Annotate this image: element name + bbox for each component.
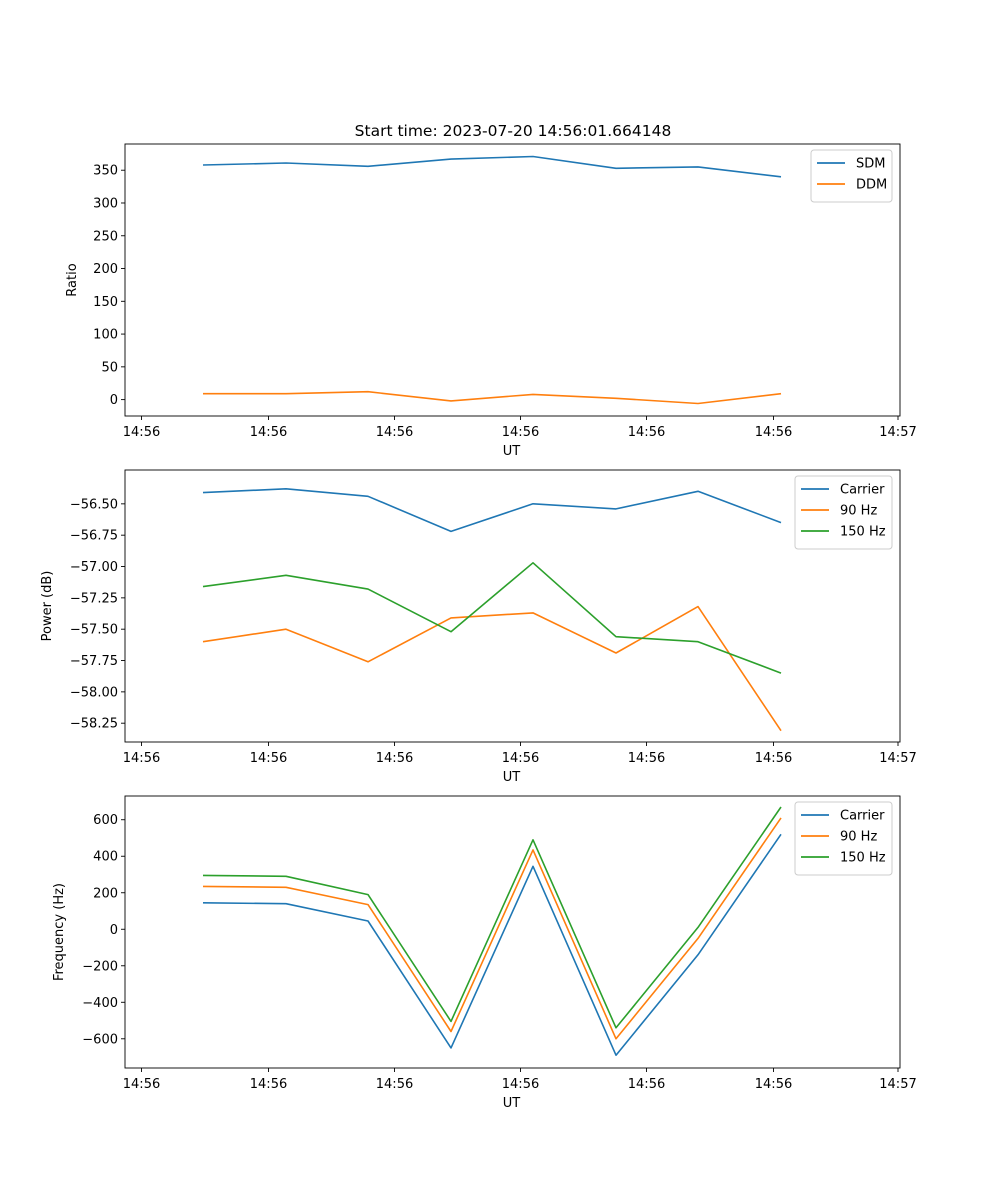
y-tick-label: −56.75 xyxy=(70,529,118,544)
y-tick-label: −56.50 xyxy=(70,497,118,512)
x-axis-label: UT xyxy=(503,770,521,785)
x-tick-label: 14:56 xyxy=(250,751,287,766)
x-tick-label: 14:56 xyxy=(628,425,665,440)
series-line-150-hz xyxy=(202,806,782,1029)
y-tick-label: −58.00 xyxy=(70,685,118,700)
x-tick-label: 14:56 xyxy=(250,425,287,440)
series-line-90-hz xyxy=(202,605,782,732)
y-axis-label: Frequency (Hz) xyxy=(52,883,67,981)
y-tick-label: 0 xyxy=(110,393,118,408)
x-tick-label: 14:56 xyxy=(502,1077,539,1092)
panel-2: −58.25 −58.00 −57.75 −57.50 −57.25 −57.00 −56.… xyxy=(40,469,917,785)
y-tick-label: −600 xyxy=(82,1032,118,1047)
panels: 0 50 100 150 200 250 300 350 14:56 14:56 14:56 14:5… xyxy=(40,143,917,1111)
y-tick-label: 350 xyxy=(93,164,118,179)
y-tick-label: 300 xyxy=(93,196,118,211)
y-tick-label: −400 xyxy=(82,996,118,1011)
legend: Carrier 90 Hz 150 Hz xyxy=(794,475,893,550)
x-tick-label: 14:56 xyxy=(376,1077,413,1092)
legend-label: 150 Hz xyxy=(840,525,886,540)
y-axis-label: Ratio xyxy=(65,263,80,296)
x-tick-label: 14:56 xyxy=(502,425,539,440)
x-tick-label: 14:56 xyxy=(755,751,792,766)
series-line-90-hz xyxy=(202,817,782,1040)
y-tick-label: −58.25 xyxy=(70,717,118,732)
legend-label: SDM xyxy=(856,157,885,172)
y-tick-label: 400 xyxy=(93,850,118,865)
y-tick-label: 100 xyxy=(93,328,118,343)
y-tick-label: 250 xyxy=(93,229,118,244)
x-tick-label: 14:56 xyxy=(376,425,413,440)
x-tick-label: 14:56 xyxy=(628,1077,665,1092)
legend: Carrier 90 Hz 150 Hz xyxy=(794,801,893,876)
series-line-carrier xyxy=(202,487,782,533)
x-tick-label: 14:56 xyxy=(123,751,160,766)
y-tick-label: 150 xyxy=(93,295,118,310)
legend-label: Carrier xyxy=(840,809,885,824)
x-tick-label: 14:56 xyxy=(250,1077,287,1092)
panel-3: −600 −400 −200 0 200 400 600 14:56 14:56 14:56 14:… xyxy=(52,795,917,1111)
series-line-ddm xyxy=(203,390,782,405)
legend: SDM DDM xyxy=(810,149,893,203)
y-tick-label: 200 xyxy=(93,886,118,901)
legend-label: 90 Hz xyxy=(840,504,877,519)
legend-label: 90 Hz xyxy=(840,830,877,845)
legend-label: 150 Hz xyxy=(840,851,886,866)
x-axis-label: UT xyxy=(503,1096,521,1111)
y-tick-label: 0 xyxy=(110,923,118,938)
y-tick-label: −57.25 xyxy=(70,591,118,606)
x-tick-label: 14:56 xyxy=(755,1077,792,1092)
y-tick-label: 50 xyxy=(101,360,118,375)
legend-label: Carrier xyxy=(840,483,885,498)
x-tick-label: 14:56 xyxy=(755,425,792,440)
plot-frame xyxy=(124,143,901,417)
series-line-150-hz xyxy=(202,561,782,674)
y-tick-label: 200 xyxy=(93,262,118,277)
panel-1: 0 50 100 150 200 250 300 350 14:56 14:56 14:56 14:5… xyxy=(65,143,917,459)
y-tick-label: −57.00 xyxy=(70,560,118,575)
y-tick-label: −57.75 xyxy=(70,654,118,669)
x-tick-label: 14:57 xyxy=(879,425,916,440)
x-tick-label: 14:56 xyxy=(628,751,665,766)
x-axis-label: UT xyxy=(503,444,521,459)
x-tick-label: 14:57 xyxy=(879,1077,916,1092)
plot-frame xyxy=(124,469,901,743)
legend-label: DDM xyxy=(856,178,887,193)
y-tick-label: −57.50 xyxy=(70,623,118,638)
x-tick-label: 14:57 xyxy=(879,751,916,766)
chart-title: Start time: 2023-07-20 14:56:01.664148 xyxy=(355,122,672,140)
x-tick-label: 14:56 xyxy=(123,1077,160,1092)
series-line-carrier xyxy=(202,833,782,1056)
x-tick-label: 14:56 xyxy=(502,751,539,766)
y-axis-label: Power (dB) xyxy=(40,571,55,642)
x-tick-label: 14:56 xyxy=(123,425,160,440)
y-tick-label: 600 xyxy=(93,813,118,828)
plot-frame xyxy=(124,795,901,1069)
y-tick-label: −200 xyxy=(82,959,118,974)
x-tick-label: 14:56 xyxy=(376,751,413,766)
series-line-sdm xyxy=(202,155,782,178)
